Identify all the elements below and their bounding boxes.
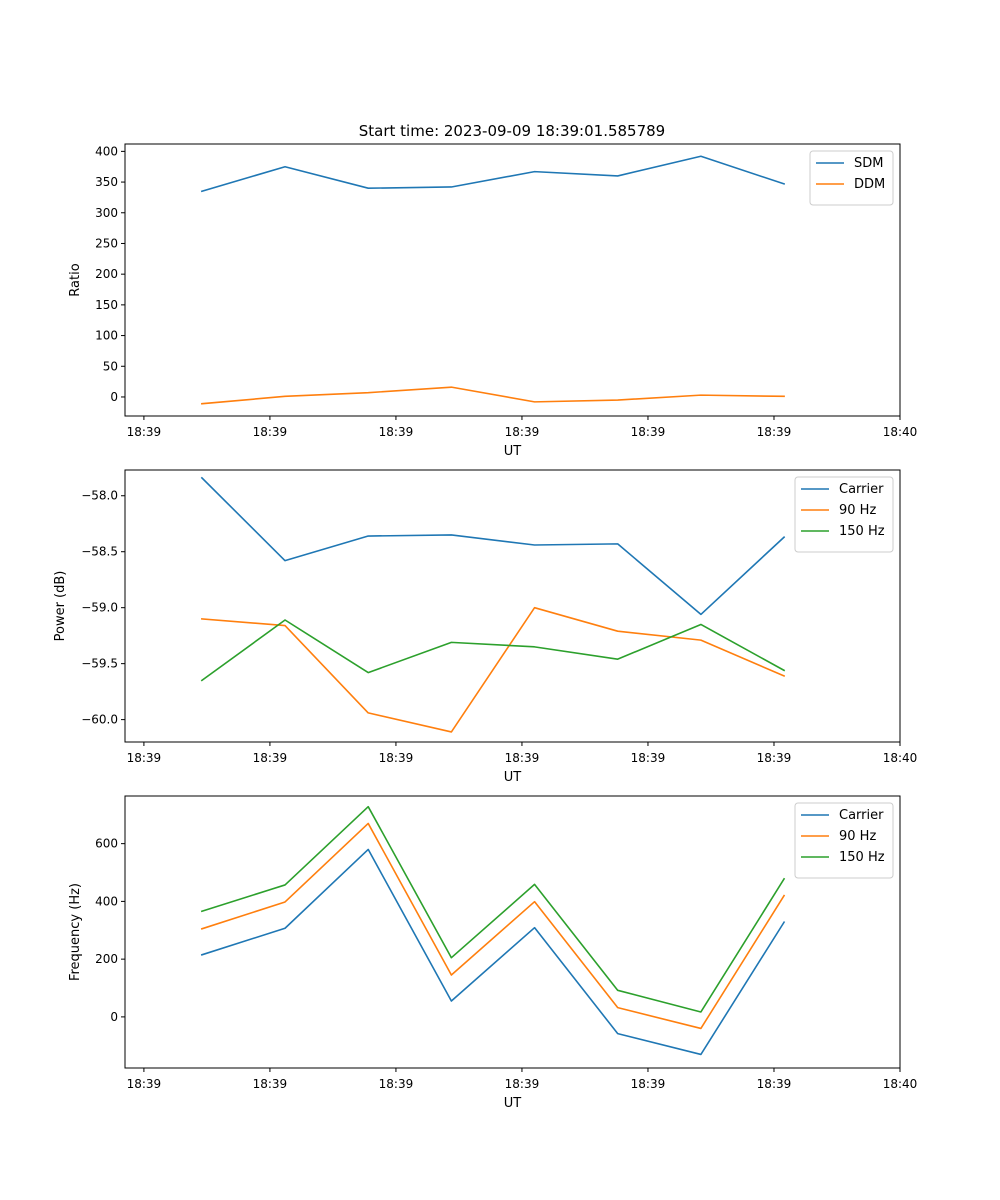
y-tick-label: 0 [110, 1010, 118, 1024]
x-tick-label: 18:39 [757, 751, 792, 765]
y-tick-label: 50 [103, 359, 118, 373]
y-tick-label: 150 [95, 298, 118, 312]
figure-title: Start time: 2023-09-09 18:39:01.585789 [359, 122, 665, 140]
y-tick-label: −58.5 [81, 545, 118, 559]
y-axis-label: Power (dB) [53, 571, 68, 642]
x-tick-label: 18:39 [631, 1077, 666, 1091]
series-line-carrier [200, 848, 786, 1056]
y-tick-label: 200 [95, 267, 118, 281]
x-axis-label: UT [504, 770, 522, 785]
axes-frame [124, 469, 901, 743]
x-tick-label: 18:39 [631, 751, 666, 765]
y-tick-label: 100 [95, 329, 118, 343]
x-tick-label: 18:39 [757, 1077, 792, 1091]
x-tick-label: 18:39 [379, 751, 414, 765]
series-line-90-hz [200, 822, 786, 1030]
axes-frame [124, 143, 901, 417]
legend: Carrier 90 Hz 150 Hz [794, 476, 894, 553]
legend-label: 150 Hz [839, 524, 885, 539]
y-tick-label: −60.0 [81, 713, 118, 727]
y-tick-label: 0 [110, 390, 118, 404]
legend-label: Carrier [839, 808, 884, 823]
series-line-90-hz [201, 606, 786, 733]
y-axis-label: Ratio [68, 263, 83, 296]
x-tick-label: 18:39 [379, 425, 414, 439]
y-axis-label: Frequency (Hz) [68, 883, 83, 981]
series-line-carrier [200, 476, 786, 616]
series-line-sdm [200, 155, 786, 193]
x-tick-label: 18:40 [883, 751, 918, 765]
legend-label: SDM [854, 156, 883, 171]
x-tick-label: 18:39 [505, 751, 540, 765]
legend-label: DDM [854, 177, 885, 192]
series-line-ddm [201, 386, 785, 405]
x-tick-label: 18:39 [127, 425, 162, 439]
series-line-150-hz [200, 619, 786, 682]
x-tick-label: 18:39 [127, 751, 162, 765]
legend-label: 90 Hz [839, 829, 876, 844]
chart-panel-1: 18:39 18:39 18:39 18:39 18:39 18:39 18:40 0 50 10… [68, 143, 918, 459]
chart-panel-2: 18:39 18:39 18:39 18:39 18:39 18:39 18:40 −60.0… [53, 469, 918, 785]
y-tick-label: 300 [95, 206, 118, 220]
x-tick-label: 18:39 [253, 751, 288, 765]
x-tick-label: 18:39 [505, 425, 540, 439]
legend-label: 150 Hz [839, 850, 885, 865]
x-tick-label: 18:39 [253, 425, 288, 439]
legend-label: 90 Hz [839, 503, 876, 518]
axes-frame [124, 795, 901, 1069]
x-tick-label: 18:40 [883, 425, 918, 439]
y-tick-label: 600 [95, 837, 118, 851]
y-tick-label: −59.5 [81, 657, 118, 671]
x-tick-label: 18:39 [631, 425, 666, 439]
y-tick-label: 400 [95, 144, 118, 158]
x-tick-label: 18:39 [127, 1077, 162, 1091]
y-tick-label: 200 [95, 952, 118, 966]
y-tick-label: −58.0 [81, 489, 118, 503]
y-tick-label: 400 [95, 894, 118, 908]
x-tick-label: 18:39 [253, 1077, 288, 1091]
legend-label: Carrier [839, 482, 884, 497]
y-tick-label: 350 [95, 175, 118, 189]
legend: SDM DDM [809, 150, 894, 206]
y-tick-label: 250 [95, 236, 118, 250]
x-tick-label: 18:40 [883, 1077, 918, 1091]
x-axis-label: UT [504, 444, 522, 459]
legend-box [794, 476, 894, 553]
legend: Carrier 90 Hz 150 Hz [794, 802, 894, 879]
series-line-150-hz [200, 805, 786, 1013]
x-tick-label: 18:39 [505, 1077, 540, 1091]
legend-box [794, 802, 894, 879]
x-tick-label: 18:39 [379, 1077, 414, 1091]
chart-panel-3: 18:39 18:39 18:39 18:39 18:39 18:39 18:40 0 200 4… [68, 795, 918, 1111]
y-tick-label: −59.0 [81, 601, 118, 615]
x-axis-label: UT [504, 1096, 522, 1111]
x-tick-label: 18:39 [757, 425, 792, 439]
legend-box [809, 150, 894, 206]
